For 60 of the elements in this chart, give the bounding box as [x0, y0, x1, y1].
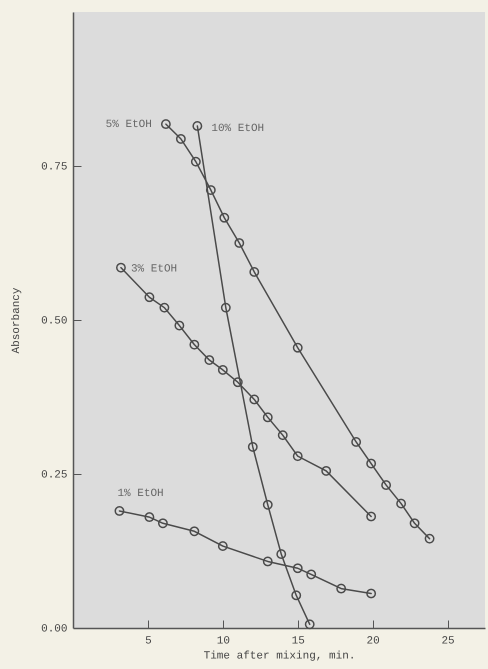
x-tick-label: 20 — [366, 636, 380, 648]
y-tick-label: 0.75 — [41, 162, 68, 174]
point — [366, 512, 376, 522]
point — [276, 549, 286, 560]
point — [220, 302, 231, 313]
point — [424, 534, 434, 544]
point — [189, 340, 200, 350]
point — [144, 292, 154, 302]
point — [160, 119, 171, 130]
point — [192, 121, 202, 131]
point — [366, 588, 376, 598]
point — [262, 556, 273, 566]
x-tick-label: 10 — [216, 636, 230, 648]
x-tick-label: 25 — [441, 636, 455, 648]
point — [190, 156, 201, 167]
point — [159, 302, 170, 313]
point — [218, 364, 228, 375]
point — [116, 262, 126, 273]
point — [262, 500, 273, 510]
y-tick-label: 0.50 — [41, 316, 68, 328]
point — [158, 518, 168, 528]
point — [204, 355, 214, 365]
point — [189, 526, 200, 536]
point — [174, 320, 184, 330]
point — [249, 394, 260, 404]
point — [219, 212, 230, 223]
x-tick-label: 15 — [292, 636, 305, 648]
y-tick-label: 0.25 — [41, 470, 68, 482]
series-label: 5% EtOH — [106, 119, 152, 132]
point — [114, 506, 124, 516]
point — [249, 267, 260, 277]
point — [176, 134, 186, 144]
point — [144, 512, 154, 522]
point — [292, 563, 303, 574]
point — [291, 590, 302, 600]
point — [218, 541, 228, 551]
point — [232, 377, 243, 388]
point — [292, 451, 303, 462]
series-label: 10% EtOH — [211, 122, 264, 135]
point — [234, 238, 244, 248]
series-label: 1% EtOH — [117, 488, 164, 500]
point — [381, 480, 392, 490]
point — [262, 412, 273, 422]
point — [336, 584, 346, 594]
point — [306, 569, 316, 580]
point — [410, 518, 420, 528]
point — [366, 458, 376, 468]
series-label: 3% EtOH — [130, 264, 178, 276]
x-axis-title: Time after mixing, min. — [204, 650, 356, 662]
point — [206, 185, 216, 195]
point — [396, 498, 406, 508]
point — [321, 466, 332, 476]
point — [351, 437, 362, 447]
y-axis-title: Absorbancy — [11, 287, 24, 354]
point — [278, 430, 288, 440]
y-tick-label: 0.00 — [41, 624, 68, 636]
x-tick-label: 5 — [145, 636, 152, 648]
point — [292, 342, 303, 353]
point — [304, 619, 315, 630]
point — [248, 442, 258, 452]
